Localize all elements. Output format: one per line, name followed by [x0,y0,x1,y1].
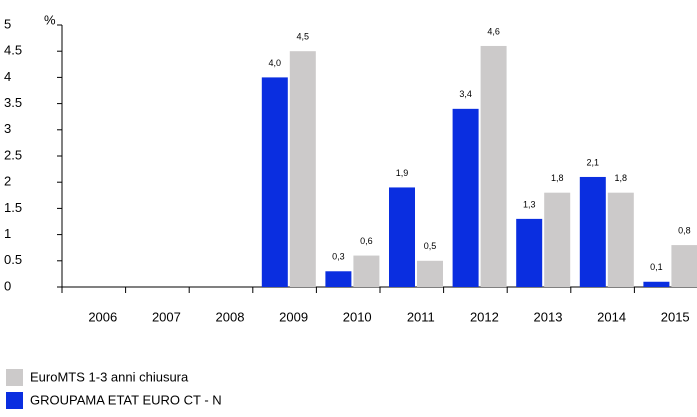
bar [325,271,352,287]
y-axis-unit: % [44,12,56,27]
value-label: 1,9 [396,168,409,178]
value-label: 0,8 [678,225,691,235]
value-label: 1,8 [551,173,564,183]
bar [671,245,697,287]
y-tick-label: 3 [4,121,11,136]
legend-swatch [6,392,23,409]
value-label: 2,1 [587,157,600,167]
value-label: 0,5 [424,241,437,251]
bar [643,281,670,287]
bar [480,45,507,288]
x-tick-label: 2009 [279,309,308,324]
value-label: 1,3 [523,199,536,209]
value-label: 3,4 [459,89,472,99]
bar [261,77,288,288]
legend-label: EuroMTS 1-3 anni chiusura [30,369,189,384]
y-tick-label: 4.5 [4,43,22,58]
y-tick-label: 0 [4,278,11,293]
y-tick-label: 3.5 [4,95,22,110]
legend-swatch [6,369,23,386]
bar [353,255,380,287]
y-tick-label: 1 [4,226,11,241]
y-tick-label: 5 [4,16,11,31]
x-tick-label: 2008 [216,309,245,324]
bar [417,260,443,287]
y-tick-label: 4 [4,69,11,84]
bar [544,192,571,287]
value-label: 4,0 [269,58,282,68]
bar [516,218,543,287]
value-label: 0,3 [332,252,345,262]
x-tick-label: 2015 [661,309,690,324]
bar [607,192,634,287]
x-tick-label: 2007 [152,309,181,324]
x-tick-label: 2011 [407,309,435,324]
x-tick-label: 2013 [534,309,563,324]
value-label: 4,5 [297,32,310,42]
value-label: 0,6 [360,236,373,246]
bar [289,51,316,288]
y-tick-label: 2.5 [4,147,22,162]
x-tick-label: 2010 [343,309,372,324]
bar [389,187,415,287]
value-label: 4,6 [487,26,500,36]
y-tick-label: 1.5 [4,200,22,215]
value-label: 0,1 [650,262,663,272]
y-tick-label: 0.5 [4,252,22,267]
bar [579,176,606,287]
legend-label: GROUPAMA ETAT EURO CT - N [30,392,222,407]
bar [452,108,479,287]
x-tick-label: 2014 [597,309,626,324]
y-tick-label: 2 [4,174,11,189]
value-label: 1,8 [615,173,628,183]
x-tick-label: 2006 [88,309,117,324]
x-tick-label: 2012 [470,309,499,324]
